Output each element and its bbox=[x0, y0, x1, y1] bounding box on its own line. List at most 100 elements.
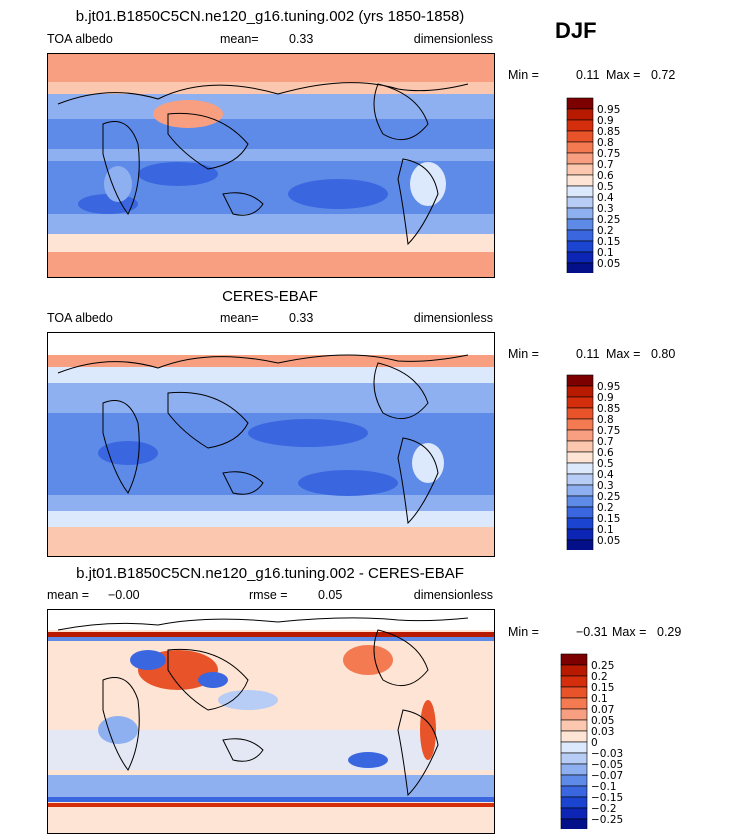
panel-1-mean-value: 0.33 bbox=[289, 32, 314, 46]
colorbar-swatch bbox=[566, 152, 594, 165]
colorbar-swatch bbox=[566, 495, 594, 508]
colorbar-swatch bbox=[560, 664, 588, 677]
colorbar-swatch bbox=[566, 396, 594, 409]
colorbar-swatch bbox=[566, 539, 594, 550]
colorbar-tick-label: 0.3 bbox=[597, 480, 614, 492]
colorbar-swatch bbox=[566, 108, 594, 121]
colorbar-swatch bbox=[560, 741, 588, 754]
colorbar-swatch bbox=[560, 818, 588, 829]
colorbar-tick-label: 0.15 bbox=[597, 236, 620, 248]
colorbar-tick-label: 0.1 bbox=[597, 247, 614, 259]
colorbar-swatch bbox=[566, 484, 594, 497]
colorbar-swatch bbox=[560, 763, 588, 776]
colorbar-swatch bbox=[566, 141, 594, 154]
colorbar-swatch bbox=[566, 97, 594, 110]
panel-3-units: dimensionless bbox=[413, 588, 493, 602]
colorbar-swatch bbox=[566, 262, 594, 273]
panel-1-colorbar: 0.950.90.850.80.750.70.60.50.40.30.250.2… bbox=[566, 97, 620, 273]
colorbar-tick-label: −0.1 bbox=[591, 781, 617, 793]
colorbar-tick-label: −0.15 bbox=[591, 792, 623, 804]
colorbar-tick-label: 0.05 bbox=[597, 535, 620, 547]
colorbar-tick-label: 0.95 bbox=[597, 104, 620, 116]
colorbar-tick-label: −0.2 bbox=[591, 803, 617, 815]
panel-1-field-label: TOA albedo bbox=[47, 32, 113, 46]
colorbar-swatch bbox=[566, 174, 594, 187]
colorbar-tick-label: −0.25 bbox=[591, 814, 623, 826]
colorbar-tick-label: 0.15 bbox=[591, 682, 614, 694]
colorbar-tick-label: 0.07 bbox=[591, 704, 614, 716]
panel-1-title: b.jt01.B1850C5CN.ne120_g16.tuning.002 (y… bbox=[75, 8, 465, 25]
colorbar-swatch bbox=[566, 196, 594, 209]
colorbar-swatch bbox=[560, 785, 588, 798]
colorbar-tick-label: 0.2 bbox=[597, 225, 614, 237]
colorbar-tick-label: 0.03 bbox=[591, 726, 614, 738]
panel-2-mean-value: 0.33 bbox=[289, 311, 314, 325]
colorbar-swatch bbox=[560, 774, 588, 787]
colorbar-swatch bbox=[566, 218, 594, 231]
panel-2-colorbar: 0.950.90.850.80.750.70.60.50.40.30.250.2… bbox=[566, 374, 620, 550]
colorbar-swatch bbox=[560, 686, 588, 699]
panel-3-mean-value: −0.00 bbox=[108, 588, 140, 602]
colorbar-swatch bbox=[566, 407, 594, 420]
panel-2-title: CERES-EBAF bbox=[222, 288, 318, 305]
colorbar-swatch bbox=[560, 719, 588, 732]
panel-2-min-value: 0.11 bbox=[576, 347, 600, 361]
panel-1-min-label: Min = bbox=[508, 68, 539, 82]
colorbar-swatch bbox=[560, 675, 588, 688]
colorbar-tick-label: 0.85 bbox=[597, 403, 620, 415]
colorbar-swatch bbox=[560, 752, 588, 765]
colorbar-tick-label: −0.03 bbox=[591, 748, 623, 760]
panel-3-min-label: Min = bbox=[508, 625, 539, 639]
colorbar-swatch bbox=[566, 473, 594, 486]
colorbar-swatch bbox=[560, 807, 588, 820]
colorbar-tick-label: 0.1 bbox=[591, 693, 608, 705]
colorbar-swatch bbox=[560, 653, 588, 666]
panel-3-max-label: Max = bbox=[612, 625, 647, 639]
colorbar-swatch bbox=[566, 119, 594, 132]
colorbar-swatch bbox=[566, 440, 594, 453]
panel-1-map bbox=[47, 53, 495, 278]
colorbar-tick-label: 0.4 bbox=[597, 192, 614, 204]
panel-3-mean-label: mean = bbox=[47, 588, 90, 602]
colorbar-tick-label: 0.25 bbox=[597, 214, 620, 226]
colorbar-tick-label: 0.85 bbox=[597, 126, 620, 138]
panel-2-max-value: 0.80 bbox=[651, 347, 676, 361]
colorbar-tick-label: 0.4 bbox=[597, 469, 614, 481]
panel-3-rmse-label: rmse = bbox=[249, 588, 288, 602]
colorbar-tick-label: 0.1 bbox=[597, 524, 614, 536]
colorbar-swatch bbox=[566, 251, 594, 264]
panel-3-title: b.jt01.B1850C5CN.ne120_g16.tuning.002 - … bbox=[76, 565, 464, 582]
panel-3-min-value: −0.31 bbox=[576, 625, 608, 639]
colorbar-tick-label: 0.25 bbox=[591, 660, 614, 672]
colorbar-tick-label: 0 bbox=[591, 737, 598, 749]
panel-1-max-label: Max = bbox=[606, 68, 641, 82]
panel-1-min-value: 0.11 bbox=[576, 68, 600, 82]
colorbar-swatch bbox=[566, 185, 594, 198]
colorbar-swatch bbox=[560, 730, 588, 743]
colorbar-tick-label: 0.3 bbox=[597, 203, 614, 215]
colorbar-tick-label: 0.7 bbox=[597, 436, 614, 448]
colorbar-swatch bbox=[566, 462, 594, 475]
colorbar-swatch bbox=[566, 374, 594, 387]
season-label: DJF bbox=[555, 18, 597, 43]
colorbar-tick-label: 0.25 bbox=[597, 491, 620, 503]
colorbar-swatch bbox=[566, 229, 594, 242]
colorbar-tick-label: 0.8 bbox=[597, 414, 614, 426]
colorbar-swatch bbox=[566, 240, 594, 253]
colorbar-swatch bbox=[560, 796, 588, 809]
panel-2-min-label: Min = bbox=[508, 347, 539, 361]
colorbar-swatch bbox=[566, 429, 594, 442]
colorbar-tick-label: 0.6 bbox=[597, 447, 614, 459]
colorbar-swatch bbox=[566, 451, 594, 464]
colorbar-tick-label: 0.2 bbox=[591, 671, 608, 683]
colorbar-tick-label: 0.5 bbox=[597, 458, 614, 470]
colorbar-tick-label: 0.05 bbox=[597, 258, 620, 270]
colorbar-swatch bbox=[566, 506, 594, 519]
panel-1-units: dimensionless bbox=[413, 32, 493, 46]
colorbar-tick-label: 0.9 bbox=[597, 115, 614, 127]
colorbar-swatch bbox=[566, 418, 594, 431]
colorbar-tick-label: −0.07 bbox=[591, 770, 623, 782]
colorbar-tick-label: 0.6 bbox=[597, 170, 614, 182]
colorbar-tick-label: 0.2 bbox=[597, 502, 614, 514]
colorbar-tick-label: 0.95 bbox=[597, 381, 620, 393]
